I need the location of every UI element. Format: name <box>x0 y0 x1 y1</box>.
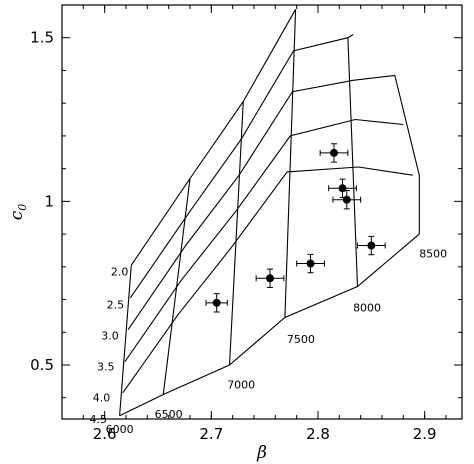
teff-line <box>284 9 297 318</box>
y-axis-title-sub: 0 <box>16 204 29 211</box>
log-g-label: 3.0 <box>101 330 119 343</box>
data-marker <box>212 298 221 307</box>
log-g-line <box>130 9 297 266</box>
teff-line <box>162 178 191 395</box>
teff-label: 6500 <box>155 408 183 421</box>
log-g-line <box>124 118 404 363</box>
log-g-label: 4.5 <box>90 413 108 426</box>
y-tick-label: 1.5 <box>30 29 54 47</box>
teff-line <box>228 101 244 366</box>
teff-label: 7500 <box>287 333 315 346</box>
log-g-line <box>129 34 354 299</box>
y-tick-label: 1 <box>44 192 54 210</box>
teff-line <box>347 37 359 287</box>
teff-label: 8500 <box>419 248 447 261</box>
x-tick-label: 2.8 <box>306 425 330 443</box>
teff-label: 6000 <box>106 423 134 436</box>
svg-text:c0: c0 <box>7 204 29 221</box>
y-tick-label: 0.5 <box>30 356 54 374</box>
data-marker <box>266 274 274 283</box>
axis-ticks: 2.6 2.7 2.8 2.9 0.5 1 1.5 <box>30 5 462 443</box>
teff-line <box>394 75 420 235</box>
data-marker <box>306 259 315 268</box>
data-points <box>205 143 386 313</box>
data-point <box>328 178 357 198</box>
y-axis-title: c0 <box>7 204 29 221</box>
data-point <box>319 143 349 163</box>
x-tick-label: 2.6 <box>93 425 117 443</box>
teff-label: 7000 <box>227 379 255 392</box>
plot-frame <box>61 4 463 420</box>
teff-line <box>119 265 132 416</box>
data-marker <box>367 241 376 250</box>
log-g-line <box>127 74 395 331</box>
x-axis-title: β <box>256 443 267 463</box>
data-point <box>296 253 325 274</box>
log-g-label: 4.0 <box>93 392 111 405</box>
y-axis-title-main: c <box>7 210 27 220</box>
data-marker <box>342 195 351 204</box>
data-point <box>332 190 362 210</box>
log-g-label: 3.5 <box>97 361 115 374</box>
data-marker <box>338 184 347 193</box>
x-tick-label: 2.9 <box>413 425 437 443</box>
data-marker <box>330 148 338 157</box>
log-g-label: 2.0 <box>111 266 129 279</box>
data-point <box>255 268 285 288</box>
teff-label: 8000 <box>353 302 381 315</box>
log-g-label: 2.5 <box>107 298 125 311</box>
data-point <box>356 235 386 256</box>
log-g-line <box>119 233 420 417</box>
log-g-line <box>122 166 413 394</box>
data-point <box>205 293 228 313</box>
x-tick-label: 2.7 <box>199 425 223 443</box>
